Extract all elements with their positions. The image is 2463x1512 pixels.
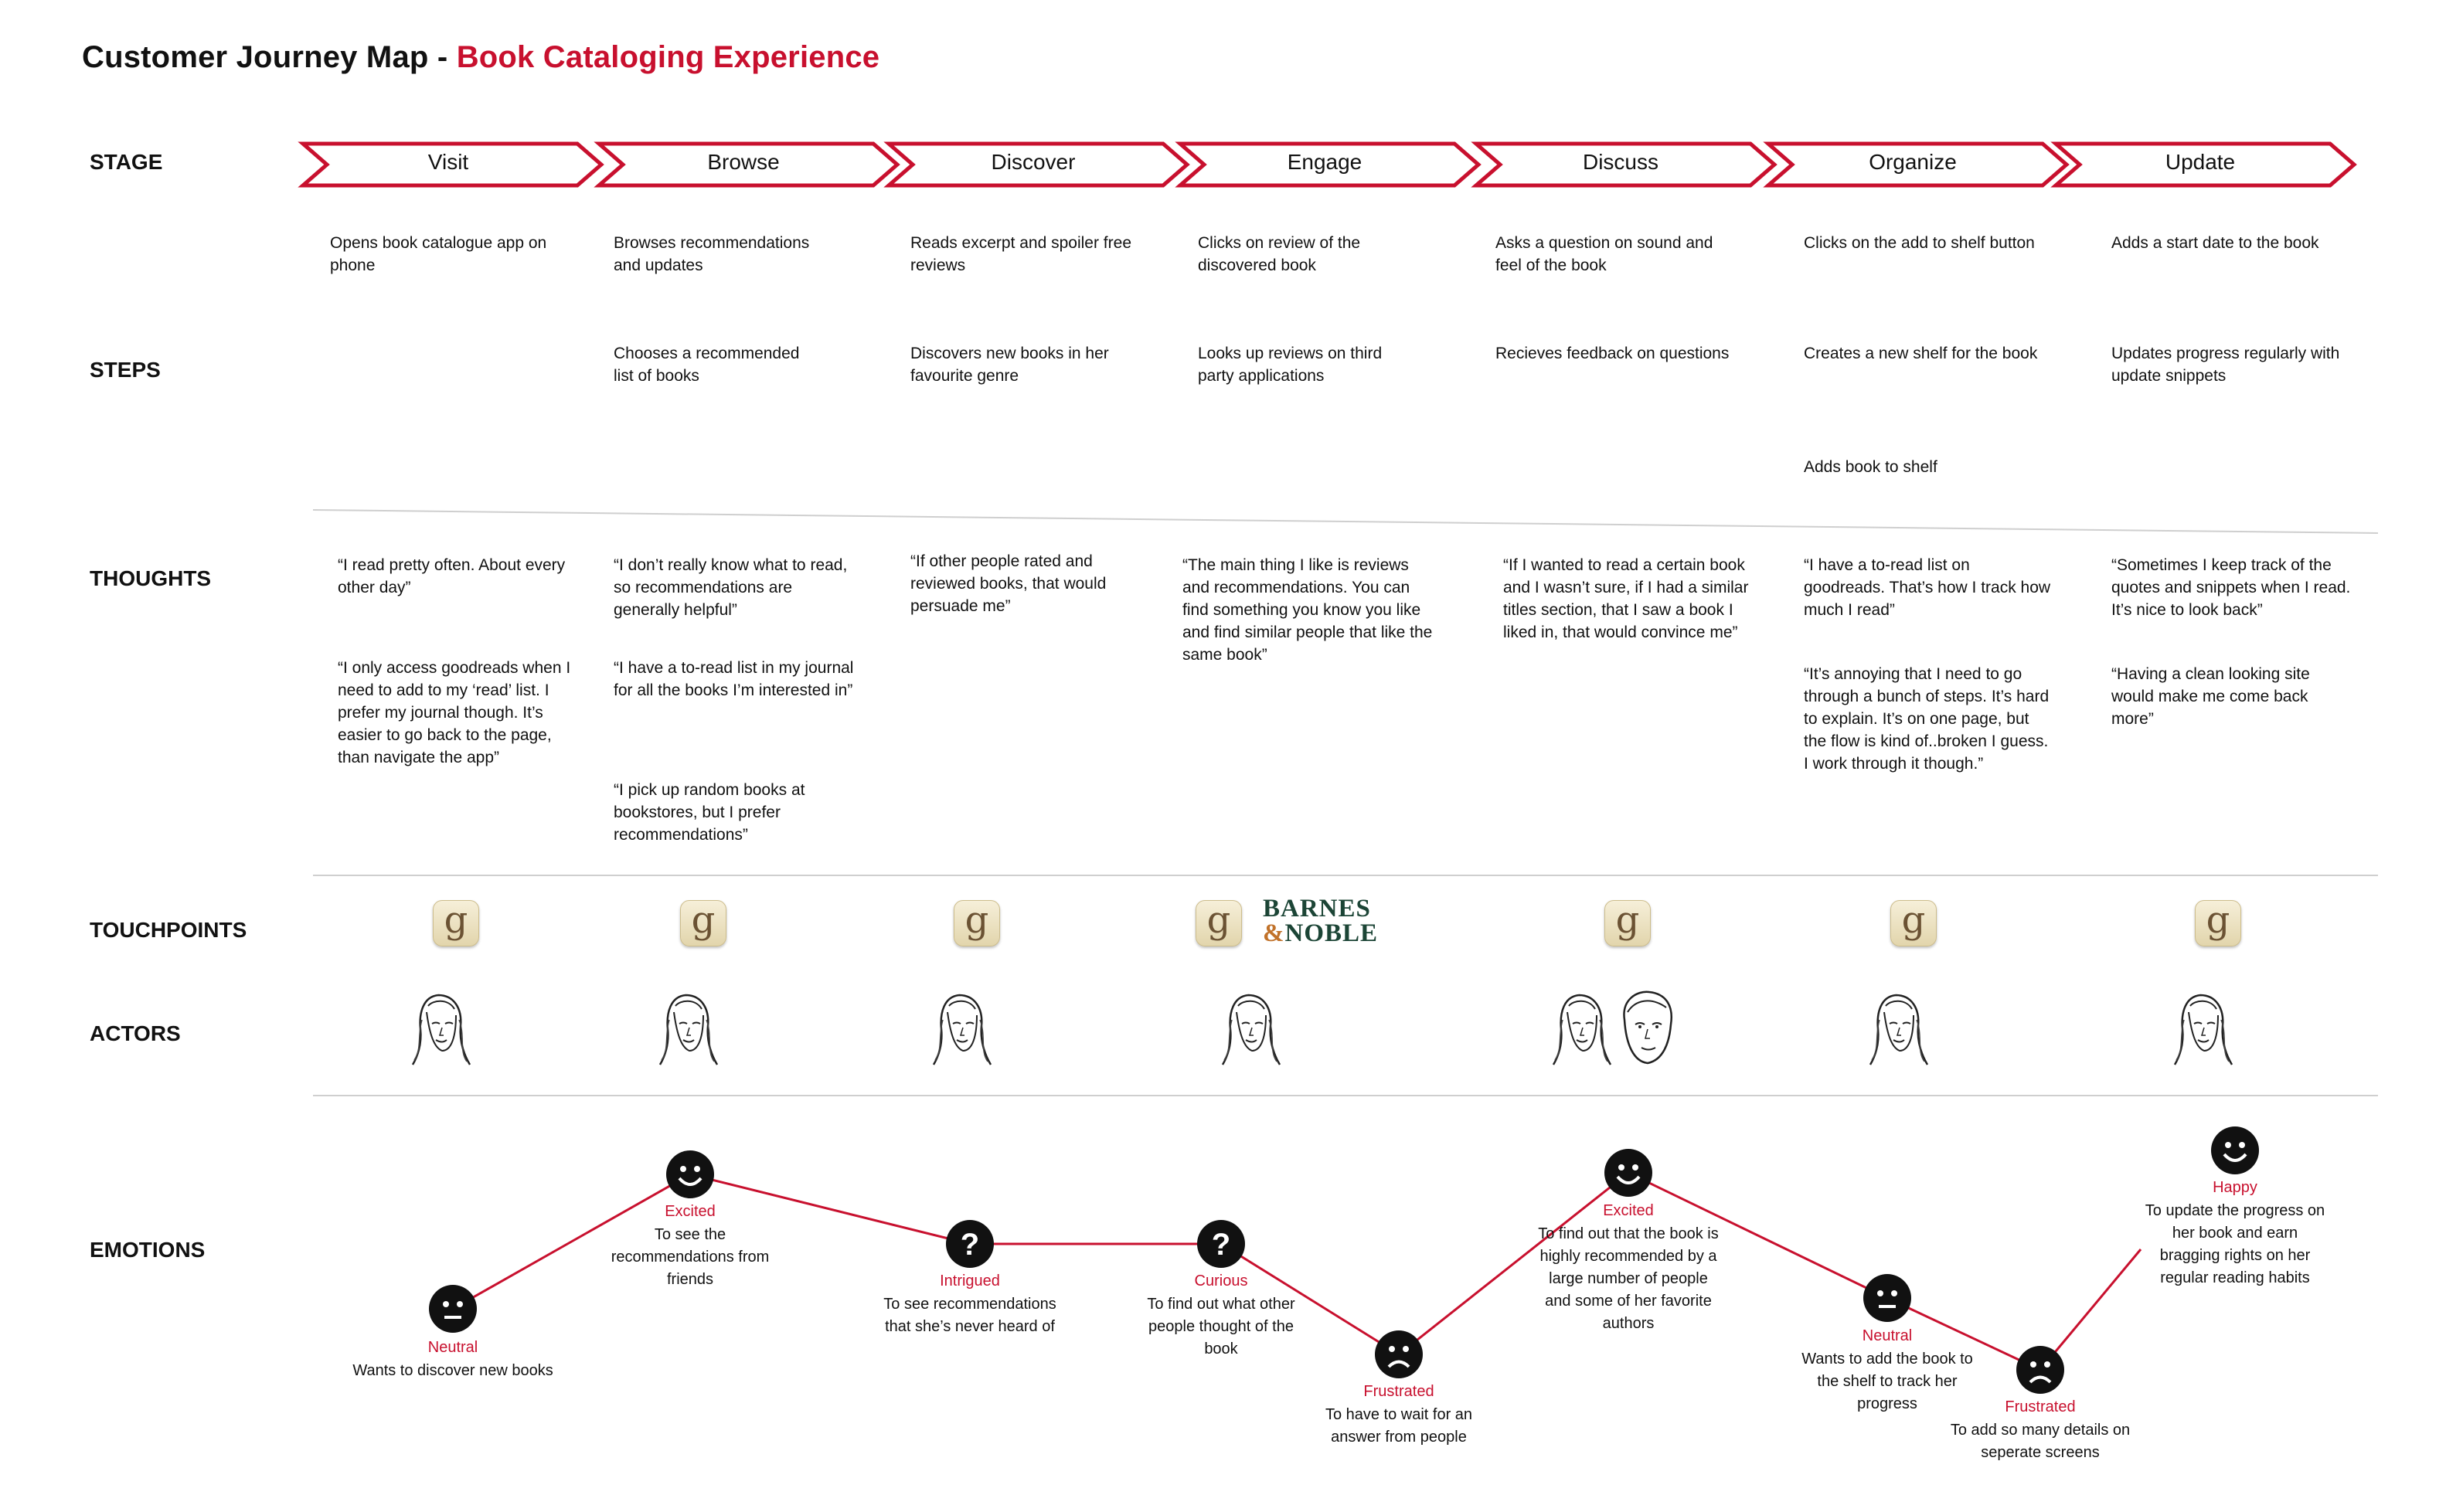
step-text: Discovers new books in her favourite gen…: [910, 345, 1109, 385]
question-face-icon: ?: [1197, 1220, 1245, 1268]
thoughts-divider: [313, 875, 2378, 876]
step-text: Browses recommendations and updates: [614, 234, 810, 274]
emotion-desc: To see recommendations that she’s never …: [883, 1296, 1056, 1335]
row-label-actors: ACTORS: [90, 1021, 181, 1045]
question-face-icon: ?: [946, 1220, 994, 1268]
steps-divider: [312, 509, 2379, 534]
happy-face-icon: [2211, 1126, 2259, 1174]
thought-text: “I have a to-read list on goodreads. Tha…: [1804, 556, 2051, 619]
neutral-face-icon: [1863, 1274, 1911, 1322]
barnes-noble-logo: BARNES &NOBLE: [1263, 895, 1377, 947]
step-text: Clicks on the add to shelf button: [1804, 234, 2035, 252]
svg-text:?: ?: [961, 1228, 979, 1262]
goodreads-icon: g: [1890, 900, 1937, 946]
title-prefix: Customer Journey Map -: [82, 40, 457, 74]
stage-chevron: [1763, 141, 2070, 188]
emotion-label: Frustrated: [1363, 1383, 1434, 1400]
thought-text: “If other people rated and reviewed book…: [910, 552, 1107, 615]
emotion-label: Excited: [1603, 1202, 1654, 1219]
row-label-touchpoints: TOUCHPOINTS: [90, 918, 247, 942]
emotion-desc: To update the progress on her book and e…: [2145, 1202, 2325, 1286]
emotion-label: Intrigued: [940, 1272, 1000, 1289]
thought-text: “If I wanted to read a certain book and …: [1503, 556, 1749, 641]
step-text: Clicks on review of the discovered book: [1198, 234, 1361, 274]
stage-chevrons: [298, 141, 2357, 188]
stage-label: Browse: [707, 150, 780, 174]
stage-label: Engage: [1287, 150, 1362, 174]
row-label-emotions: EMOTIONS: [90, 1238, 206, 1262]
goodreads-icon: g: [433, 900, 479, 946]
step-text: Updates progress regularly with update s…: [2111, 345, 2340, 385]
thought-text: “It’s annoying that I need to go through…: [1804, 665, 2050, 773]
step-text: Adds a start date to the book: [2111, 234, 2319, 252]
stage-label: Discover: [991, 150, 1076, 174]
emotion-label: Curious: [1194, 1272, 1248, 1289]
goodreads-icon: g: [1604, 900, 1651, 946]
stage-label: Visit: [427, 150, 469, 174]
emotion-desc: To find out what other people thought of…: [1147, 1296, 1295, 1357]
actors-divider: [313, 1095, 2378, 1096]
stage-chevron: [883, 141, 1190, 188]
goodreads-icon: g: [680, 900, 726, 946]
stage-label: Discuss: [1582, 150, 1658, 174]
brand-line2: NOBLE: [1284, 919, 1379, 947]
thought-text: “I read pretty often. About every other …: [338, 556, 566, 596]
brand-amp: &: [1263, 919, 1285, 947]
row-label-thoughts: THOUGHTS: [90, 566, 212, 590]
thought-text: “Sometimes I keep track of the quotes an…: [2111, 556, 2351, 619]
happy-face-icon: [1604, 1149, 1652, 1197]
step-text: Reads excerpt and spoiler free reviews: [910, 234, 1131, 274]
thought-text: “Having a clean looking site would make …: [2111, 665, 2310, 728]
stage-chevron: [594, 141, 900, 188]
goodreads-icon: g: [954, 900, 1000, 946]
sad-face-icon: [2016, 1346, 2064, 1394]
emotion-desc: To find out that the book is highly reco…: [1538, 1225, 1719, 1332]
step-text: Chooses a recommended list of books: [614, 345, 800, 385]
stage-chevron: [298, 141, 604, 188]
thought-text: “I don’t really know what to read, so re…: [614, 556, 848, 619]
emotion-desc: Wants to add the book to the shelf to tr…: [1801, 1351, 1973, 1412]
step-text: Looks up reviews on third party applicat…: [1198, 345, 1383, 385]
thought-text: “I only access goodreads when I need to …: [338, 659, 571, 766]
step-text: Recieves feedback on questions: [1495, 345, 1730, 362]
thought-text: “I have a to-read list in my journal for…: [614, 659, 854, 699]
stage-chevron: [1175, 141, 1482, 188]
row-label-stage: STAGE: [90, 150, 163, 174]
emotion-label: Excited: [665, 1203, 716, 1220]
svg-text:?: ?: [1212, 1228, 1230, 1262]
emotion-label: Neutral: [1862, 1327, 1913, 1344]
goodreads-icon: g: [2195, 900, 2241, 946]
emotion-label: Neutral: [427, 1339, 478, 1356]
step-text: Creates a new shelf for the book: [1804, 345, 2038, 362]
emotion-desc: To see the recommendations from friends: [611, 1226, 770, 1288]
neutral-face-icon: [429, 1285, 477, 1333]
stage-label: Update: [2165, 150, 2236, 174]
stage-chevron: [2050, 141, 2357, 188]
sad-face-icon: [1375, 1330, 1423, 1378]
step-text: Asks a question on sound and feel of the…: [1495, 234, 1713, 274]
step-text: Adds book to shelf: [1804, 458, 1937, 476]
emotion-desc: To add so many details on seperate scree…: [1950, 1422, 2131, 1461]
step-text: Opens book catalogue app on phone: [330, 234, 547, 274]
goodreads-icon: g: [1196, 900, 1242, 946]
title-highlight: Book Cataloging Experience: [456, 40, 880, 74]
happy-face-icon: [666, 1150, 714, 1198]
thought-text: “I pick up random books at bookstores, b…: [614, 781, 805, 844]
emotion-desc: To have to wait for an answer from peopl…: [1325, 1406, 1473, 1446]
stage-label: Organize: [1869, 150, 1957, 174]
emotion-label: Frustrated: [2005, 1398, 2076, 1415]
emotion-label: Happy: [2213, 1179, 2257, 1196]
stage-chevron: [1471, 141, 1778, 188]
page-title: Customer Journey Map - Book Cataloging E…: [82, 40, 879, 75]
brand-line1: BARNES: [1263, 895, 1371, 922]
emotion-desc: Wants to discover new books: [352, 1362, 553, 1379]
row-label-steps: STEPS: [90, 358, 161, 382]
thought-text: “The main thing I like is reviews and re…: [1182, 556, 1433, 664]
